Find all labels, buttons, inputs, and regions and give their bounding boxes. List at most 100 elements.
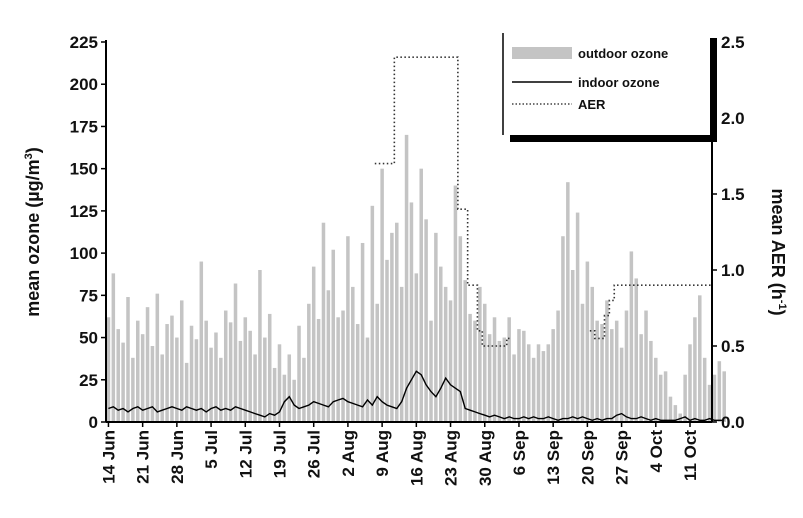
outdoor-bar	[365, 337, 370, 422]
outdoor-bar	[482, 303, 487, 422]
outdoor-bar	[678, 413, 682, 422]
outdoor-bar	[610, 329, 614, 422]
outdoor-bar	[429, 320, 433, 422]
outdoor-bar	[580, 303, 585, 422]
outdoor-bar	[717, 361, 722, 422]
outdoor-bar	[243, 317, 248, 422]
outdoor-bar	[702, 357, 707, 422]
outdoor-bar	[160, 354, 164, 422]
outdoor-bar	[282, 374, 287, 422]
outdoor-bar	[204, 320, 208, 422]
tick-labels: 0 25 50 75 100 125 150 175 200 225 0.0 0.5 1.0 1.5 2.0…	[70, 33, 745, 486]
x-tick-label: 30 Aug	[476, 430, 495, 486]
outdoor-bar	[390, 232, 394, 422]
x-tick-label: 23 Aug	[442, 430, 461, 486]
x-tick-label: 26 Jul	[305, 430, 324, 478]
y-left-tick-label: 25	[79, 371, 98, 390]
outdoor-bar	[658, 374, 663, 422]
outdoor-bar	[155, 293, 160, 422]
outdoor-bar	[272, 367, 277, 422]
outdoor-bar	[150, 346, 155, 422]
outdoor-bar	[644, 310, 648, 422]
outdoor-bar	[170, 315, 174, 422]
outdoor-bar	[316, 318, 321, 422]
outdoor-bar	[585, 261, 590, 422]
y-axis-left-title: mean ozone (µg/m3)	[23, 147, 43, 317]
outdoor-bar	[175, 337, 179, 422]
outdoor-bar	[439, 266, 443, 422]
x-tick-label: 27 Sep	[613, 430, 632, 485]
outdoor-bar	[629, 251, 634, 422]
outdoor-bar	[375, 303, 379, 422]
legend-label-indoor: indoor ozone	[578, 75, 660, 90]
y-left-tick-label: 225	[70, 33, 98, 52]
outdoor-bar	[683, 374, 687, 422]
outdoor-bar	[414, 273, 419, 422]
outdoor-bar	[116, 329, 120, 422]
outdoor-bar	[253, 354, 257, 422]
outdoor-bar	[263, 337, 267, 422]
outdoor-bar	[223, 310, 228, 422]
y-left-tick-label: 125	[70, 202, 98, 221]
outdoor-bar	[136, 320, 140, 422]
outdoor-bar	[693, 317, 697, 422]
outdoor-bar	[380, 168, 384, 422]
outdoor-bar	[219, 357, 223, 422]
outdoor-bar	[497, 340, 502, 422]
outdoor-bar	[189, 325, 194, 422]
outdoor-bar	[258, 270, 262, 422]
outdoor-bar	[126, 297, 130, 422]
outdoor-bar	[712, 374, 717, 422]
outdoor-bar	[492, 317, 497, 422]
outdoor-bar	[346, 236, 350, 422]
outdoor-bar	[311, 266, 316, 422]
x-tick-label: 21 Jun	[134, 430, 153, 484]
outdoor-bar	[468, 313, 472, 422]
outdoor-bar	[106, 317, 111, 422]
y-right-tick-label: 1.5	[721, 185, 745, 204]
outdoor-bar	[179, 300, 184, 422]
outdoor-bar	[478, 286, 482, 422]
legend-swatch-outdoor	[512, 47, 572, 59]
outdoor-bar	[614, 320, 619, 422]
y-right-tick-label: 0.5	[721, 337, 745, 356]
outdoor-bar	[267, 313, 272, 422]
outdoor-bar	[463, 280, 467, 422]
outdoor-bar	[326, 290, 331, 422]
outdoor-bar	[165, 324, 169, 422]
outdoor-bar	[248, 330, 252, 422]
outdoor-bar	[688, 344, 692, 422]
y-right-tick-label: 1.0	[721, 261, 745, 280]
outdoor-bar	[673, 405, 678, 422]
outdoor-bar	[238, 340, 243, 422]
outdoor-bar	[507, 317, 511, 422]
x-tick-label: 5 Jul	[202, 430, 221, 469]
outdoor-bar	[331, 249, 336, 422]
y-right-tick-label: 2.0	[721, 109, 745, 128]
indoor-ozone-line	[108, 370, 725, 422]
outdoor-bar	[351, 286, 355, 422]
y-left-tick-label: 0	[89, 413, 98, 432]
y-left-tick-label: 50	[79, 329, 98, 348]
outdoor-bar	[663, 371, 668, 422]
outdoor-bar	[448, 300, 453, 422]
outdoor-bar	[140, 334, 145, 422]
indoor-path	[108, 370, 725, 422]
legend-label-aer: AER	[578, 97, 606, 112]
outdoor-bar	[424, 219, 428, 422]
y-left-tick-label: 150	[70, 160, 98, 179]
outdoor-bar	[336, 317, 340, 422]
y-right-tick-label: 0.0	[721, 413, 745, 432]
x-tick-label: 12 Jul	[236, 430, 255, 478]
x-tick-label: 20 Sep	[578, 430, 597, 485]
outdoor-bar	[111, 273, 116, 422]
outdoor-bar	[619, 347, 624, 422]
outdoor-bar	[624, 310, 629, 422]
y-left-tick-label: 75	[79, 286, 98, 305]
outdoor-bar	[551, 329, 555, 422]
x-tick-label: 16 Aug	[407, 430, 426, 486]
x-tick-label: 6 Sep	[510, 430, 529, 475]
outdoor-bar	[214, 332, 218, 422]
x-tick-label: 9 Aug	[373, 430, 392, 477]
